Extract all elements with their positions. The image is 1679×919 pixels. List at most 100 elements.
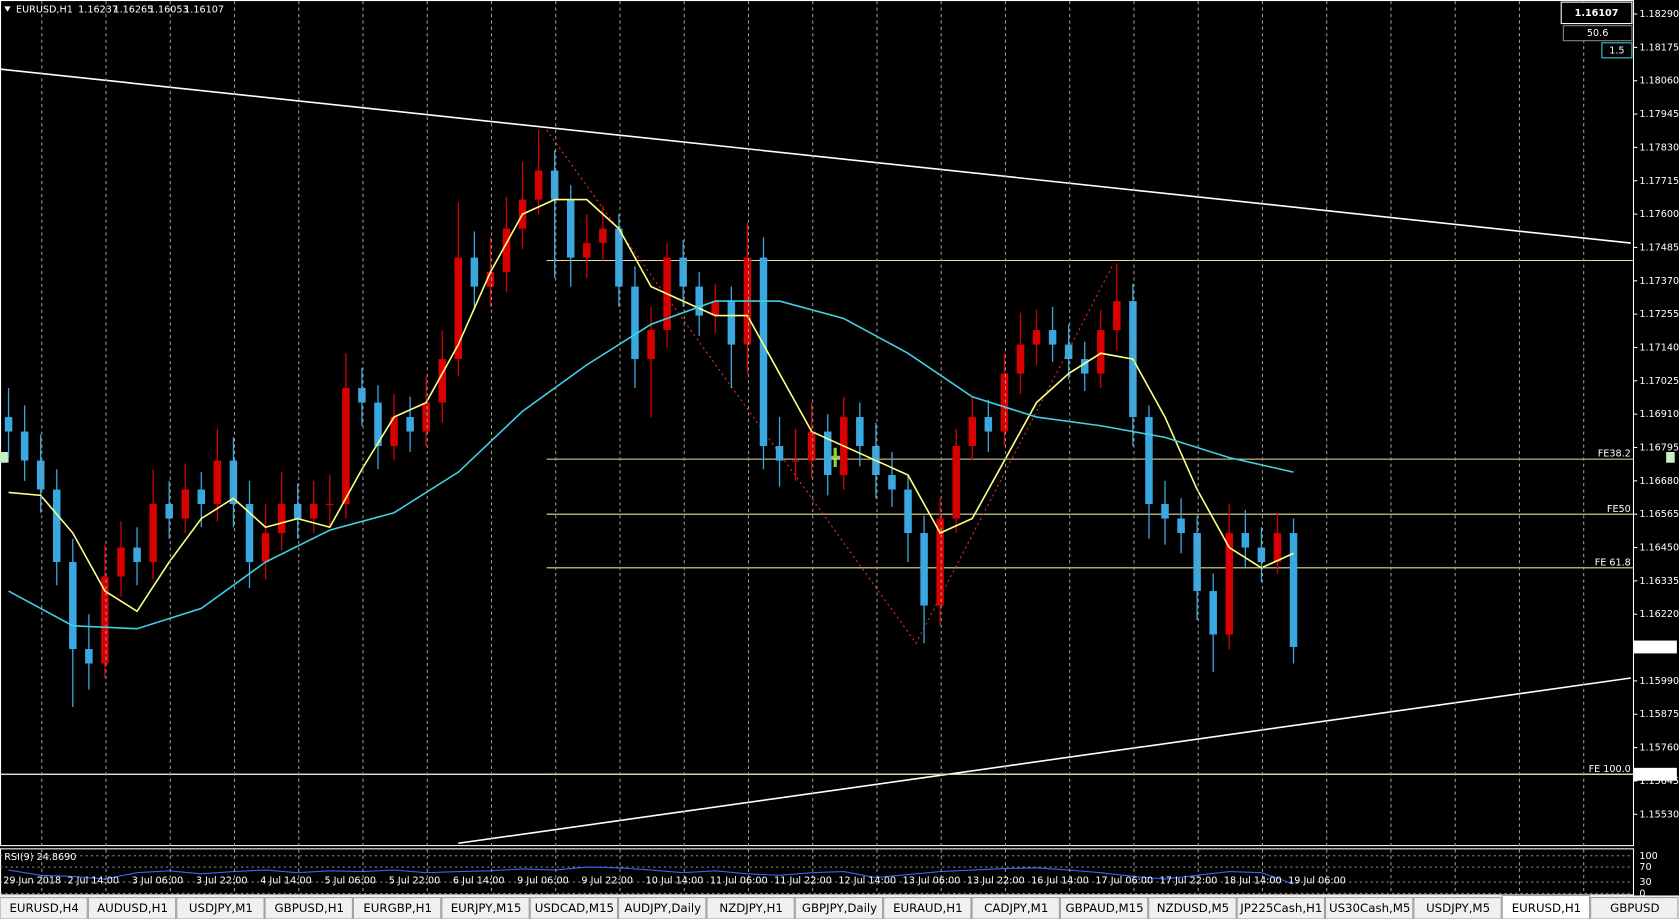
candle-body	[181, 489, 189, 519]
time-label: 17 Jul 06:00	[1095, 875, 1153, 886]
tab-label[interactable]: JP225Cash,H1	[1239, 901, 1322, 915]
candle-body	[342, 388, 350, 505]
tab[interactable]: AUDUSD,H1	[87, 897, 177, 919]
tab[interactable]: CADJPY,M1	[971, 897, 1060, 919]
y-tick-label: 1.17370	[1639, 276, 1679, 287]
tab-button[interactable]	[1148, 897, 1237, 919]
tab-button[interactable]	[0, 897, 88, 919]
rsi-panel-frame	[0, 848, 1635, 896]
rsi-tick-label: 70	[1639, 862, 1651, 873]
candle-body	[374, 402, 382, 447]
tab[interactable]: EURUSD,H1	[1501, 894, 1591, 919]
tab-label[interactable]: GBPAUD,M15	[1066, 901, 1144, 915]
tab[interactable]: NZDJPY,H1	[706, 897, 795, 919]
tab[interactable]: USDJPY,M5	[1413, 897, 1502, 919]
tab[interactable]: NZDUSD,M5	[1148, 897, 1237, 919]
candle-body	[1032, 330, 1041, 345]
tab-button[interactable]	[706, 897, 795, 919]
tab-label[interactable]: USDJPY,M1	[189, 901, 253, 915]
candle-body	[599, 228, 607, 244]
fibo-level-label: FE50	[1607, 504, 1631, 515]
moving-average	[8, 198, 1294, 613]
time-label: 29 Jun 2018	[3, 875, 61, 886]
tab-label[interactable]: CADJPY,M1	[984, 901, 1048, 915]
tab-label[interactable]: USDCAD,M15	[535, 901, 614, 915]
tab[interactable]: EURGBP,H1	[352, 897, 442, 919]
tab-button[interactable]	[971, 897, 1060, 919]
left-marker	[0, 452, 9, 463]
tab-label[interactable]: EURGBP,H1	[363, 901, 432, 915]
candle-body	[615, 228, 623, 287]
tab-button[interactable]	[529, 897, 619, 919]
y-tick-label: 1.15645	[1639, 776, 1679, 787]
candle-body	[775, 446, 784, 461]
tab-label[interactable]: US30Cash,M5	[1329, 901, 1410, 915]
tab-label[interactable]: AUDUSD,H1	[97, 901, 168, 915]
candle-body	[454, 257, 463, 360]
tab-label[interactable]: GBPUSD,H1	[275, 901, 344, 915]
tab[interactable]: JP225Cash,H1	[1236, 897, 1325, 919]
tab[interactable]: US30Cash,M5	[1324, 897, 1414, 919]
tab-button[interactable]	[441, 897, 530, 919]
tab-button[interactable]	[794, 897, 884, 919]
tab-label[interactable]: EURUSD,H4	[9, 901, 78, 915]
y-tick-label: 1.16220	[1639, 609, 1679, 620]
tab-button[interactable]	[883, 897, 972, 919]
time-label: 16 Jul 14:00	[1031, 875, 1089, 886]
candle-body	[968, 417, 977, 447]
tab-button[interactable]	[264, 897, 353, 919]
tab[interactable]: EURAUD,H1	[883, 897, 972, 919]
candle-body	[1145, 417, 1153, 505]
tab[interactable]: GBPJPY,Daily	[794, 897, 884, 919]
time-label: 11 Jul 22:00	[774, 875, 832, 886]
tab-label[interactable]: GBPJPY,Daily	[802, 901, 877, 915]
ratio: 1.5	[1609, 45, 1624, 56]
tab-label[interactable]: AUDJPY,Daily	[624, 901, 701, 915]
candle-body	[566, 199, 575, 258]
time-label: 13 Jul 06:00	[903, 875, 961, 886]
tab-button[interactable]	[1413, 897, 1502, 919]
candle-body	[1048, 330, 1057, 345]
tab-button[interactable]	[87, 897, 177, 919]
candle-body	[261, 533, 270, 563]
time-label: 17 Jul 22:00	[1160, 875, 1218, 886]
spread: 50.6	[1587, 28, 1608, 39]
tab[interactable]: GBPUSD	[1590, 897, 1679, 919]
y-tick-label: 1.16910	[1639, 409, 1679, 420]
tab[interactable]: EURUSD,H4	[0, 897, 88, 919]
tab-button[interactable]	[1324, 897, 1414, 919]
tab[interactable]: USDCAD,M15	[529, 897, 619, 919]
y-tick-label: 1.17485	[1639, 242, 1679, 253]
price-panel-frame	[0, 0, 1635, 847]
time-label: 18 Jul 14:00	[1224, 875, 1282, 886]
tab-button[interactable]	[1590, 897, 1679, 919]
tab-label[interactable]: GBPUSD	[1610, 901, 1659, 915]
tab[interactable]: EURJPY,M15	[441, 897, 530, 919]
candle-body	[1097, 330, 1105, 374]
tab-label[interactable]: NZDUSD,M5	[1157, 901, 1229, 915]
candle-body	[4, 417, 13, 432]
tab-button[interactable]	[1501, 894, 1591, 919]
candle-body	[133, 547, 141, 563]
tab[interactable]: GBPAUD,M15	[1059, 897, 1149, 919]
candle-body	[1113, 301, 1121, 331]
time-label: 3 Jul 22:00	[196, 875, 248, 886]
tab-button[interactable]	[176, 897, 265, 919]
tab[interactable]: USDJPY,M1	[176, 897, 265, 919]
symbol: EURUSD,H1	[16, 5, 73, 16]
tab-label[interactable]: EURUSD,H1	[1512, 901, 1581, 915]
tab[interactable]: AUDJPY,Daily	[618, 897, 707, 919]
tab-button[interactable]	[1059, 897, 1149, 919]
tab-label[interactable]: NZDJPY,H1	[719, 901, 782, 915]
tab[interactable]: GBPUSD,H1	[264, 897, 353, 919]
tab-label[interactable]: EURJPY,M15	[451, 901, 522, 915]
price-mark-box	[1634, 767, 1677, 781]
candle-body	[1177, 518, 1185, 534]
candle-body	[309, 504, 318, 519]
tab-button[interactable]	[1236, 897, 1325, 919]
tab-label[interactable]: USDJPY,M5	[1426, 901, 1490, 915]
candle-body	[1273, 533, 1282, 563]
tab-label[interactable]: EURAUD,H1	[893, 901, 963, 915]
tab-button[interactable]	[618, 897, 707, 919]
tab-button[interactable]	[352, 897, 442, 919]
